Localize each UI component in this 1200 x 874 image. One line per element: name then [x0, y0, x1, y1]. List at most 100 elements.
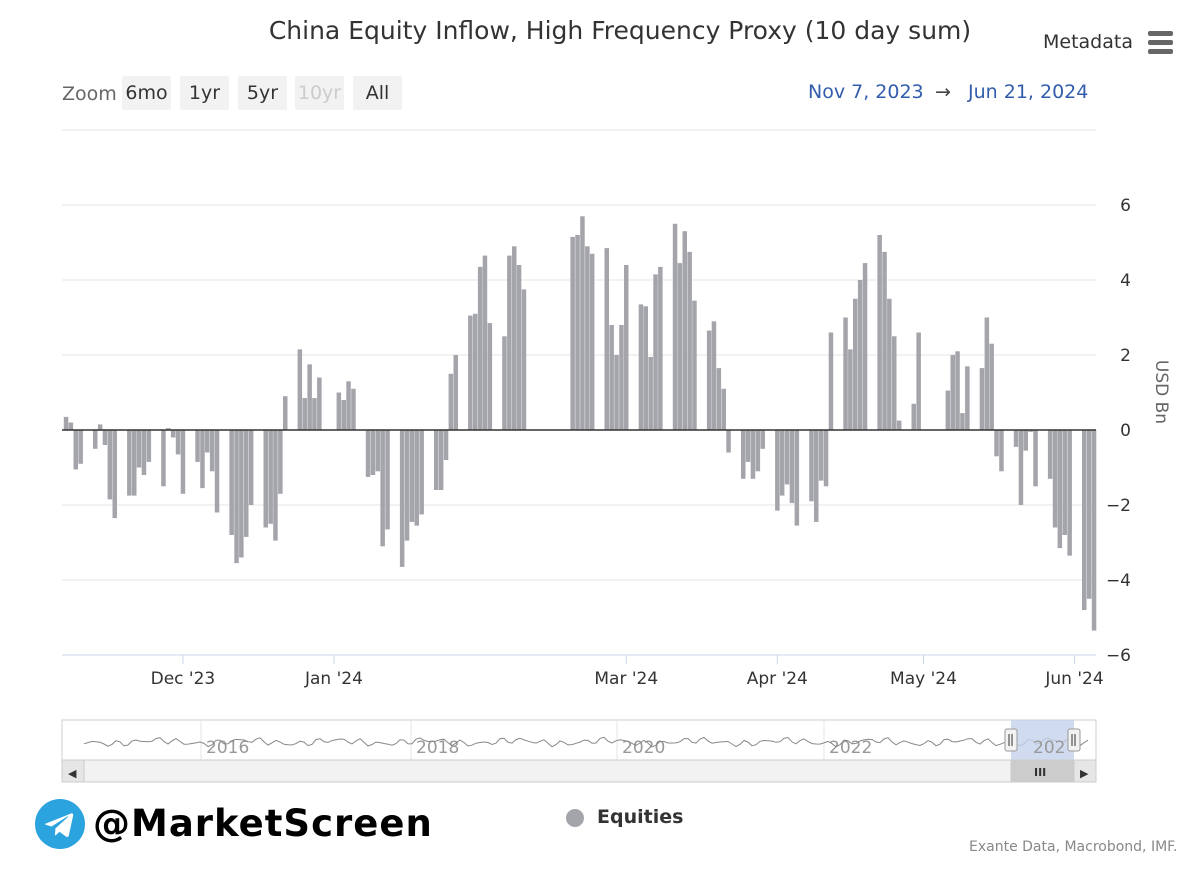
bar-23: [214, 430, 220, 513]
y-axis: −6 −4 −2 0 2 4 6: [1106, 196, 1131, 666]
bar-103: [809, 430, 814, 502]
bar-21: [205, 430, 210, 453]
bar-117: [896, 420, 902, 430]
bar-17: [175, 430, 181, 455]
x-axis: Dec '23 Jan '24 Mar '24 Apr '24 May '24 Jun '…: [151, 655, 1104, 689]
y-tick-label-5: 4: [1120, 271, 1131, 291]
bar-71: [585, 246, 590, 431]
hamburger-menu-icon[interactable]: [1146, 30, 1174, 54]
bar-135: [1047, 430, 1053, 479]
bar-39: [336, 392, 342, 430]
bar-64: [507, 255, 512, 430]
zoom-6mo-button[interactable]: 6mo: [122, 76, 171, 110]
bar-112: [862, 263, 868, 430]
bar-76: [619, 325, 624, 430]
bar-49: [404, 430, 410, 541]
bar-55: [443, 430, 449, 460]
y-tick-label-6: 6: [1120, 196, 1131, 216]
navigator-year-label-3: 2022: [829, 738, 872, 758]
bar-129: [999, 430, 1004, 472]
scrollbar-left-button[interactable]: [61, 759, 85, 783]
bar-78: [638, 304, 644, 430]
bar-29: [263, 430, 268, 528]
navigator-year-label-2: 2020: [622, 738, 665, 758]
bar-7: [107, 430, 113, 500]
bar-119: [916, 332, 921, 430]
bar-28: [248, 430, 254, 505]
y-tick-label-0: −6: [1106, 646, 1131, 666]
scrollbar[interactable]: ◀ III ▶: [61, 759, 1097, 783]
bar-58: [468, 315, 473, 430]
bar-109: [848, 349, 853, 430]
credits[interactable]: Exante Data, Macrobond, IMF.: [969, 839, 1178, 855]
navigator[interactable]: 2016 2018 2020 2022 202: [61, 719, 1097, 761]
bar-48: [399, 430, 405, 567]
bar-126: [984, 317, 990, 430]
scroll-right-arrow-icon: ▶: [1080, 767, 1089, 780]
range-arrow: →: [935, 81, 951, 103]
bar-8: [112, 430, 117, 519]
bar-4: [93, 430, 98, 449]
bar-106: [823, 430, 829, 487]
bar-15: [166, 428, 171, 430]
bar-35: [302, 398, 307, 430]
bar-95: [750, 430, 756, 479]
bar-90: [716, 368, 722, 430]
x-tick-label-0: Dec '23: [151, 669, 216, 689]
bar-52: [419, 430, 424, 515]
chart-title: China Equity Inflow, High Frequency Prox…: [268, 16, 972, 45]
bar-93: [741, 430, 746, 479]
zoom-5yr-button[interactable]: 5yr: [238, 76, 287, 110]
bar-series-equities: [63, 216, 1097, 631]
metadata-label[interactable]: Metadata: [1043, 31, 1133, 53]
bar-85: [682, 231, 687, 430]
bar-42: [351, 388, 356, 431]
x-tick-label-1: Jan '24: [304, 669, 363, 689]
bar-121: [950, 355, 955, 430]
bar-24: [229, 430, 234, 535]
bar-30: [268, 430, 273, 524]
bar-139: [1067, 430, 1072, 556]
bar-73: [604, 248, 609, 430]
bar-75: [614, 355, 619, 430]
bar-59: [473, 313, 478, 431]
watermark-handle: @MarketScreen: [93, 802, 433, 845]
scrollbar-track[interactable]: [61, 759, 1097, 783]
bar-34: [297, 349, 303, 430]
zoom-all-button[interactable]: All: [353, 76, 402, 110]
bar-2: [73, 430, 78, 470]
bar-96: [755, 430, 761, 472]
bar-87: [692, 300, 697, 430]
bar-115: [887, 298, 892, 431]
bar-83: [672, 223, 678, 431]
scrollbar-right-button[interactable]: [1073, 759, 1097, 783]
bar-91: [721, 388, 726, 431]
zoom-10yr-button[interactable]: 10yr: [295, 76, 344, 110]
bar-57: [453, 355, 458, 430]
bar-19: [195, 430, 200, 462]
legend-marker: [566, 809, 584, 827]
bar-60: [477, 266, 483, 430]
navigator-selected-range[interactable]: [1011, 720, 1074, 760]
y-tick-label-3: 0: [1120, 421, 1131, 441]
bar-123: [960, 413, 965, 430]
range-to-date[interactable]: Jun 21, 2024: [968, 81, 1089, 103]
bar-133: [1028, 430, 1033, 432]
bar-50: [409, 430, 415, 522]
range-from-date[interactable]: Nov 7, 2023: [808, 81, 924, 103]
bar-36: [307, 364, 312, 430]
bar-44: [370, 430, 376, 475]
bar-99: [779, 430, 785, 496]
bar-113: [877, 235, 882, 430]
bar-125: [979, 368, 985, 430]
bar-62: [487, 323, 493, 430]
zoom-1yr-button[interactable]: 1yr: [180, 76, 229, 110]
bar-27: [244, 430, 249, 537]
bar-132: [1023, 430, 1028, 451]
y-tick-label-2: −2: [1106, 496, 1131, 516]
x-tick-label-3: Apr '24: [747, 669, 808, 689]
bar-18: [180, 430, 186, 494]
navigator-left-handle[interactable]: [1004, 728, 1018, 752]
bar-54: [438, 430, 444, 490]
navigator-right-handle[interactable]: [1067, 728, 1081, 752]
